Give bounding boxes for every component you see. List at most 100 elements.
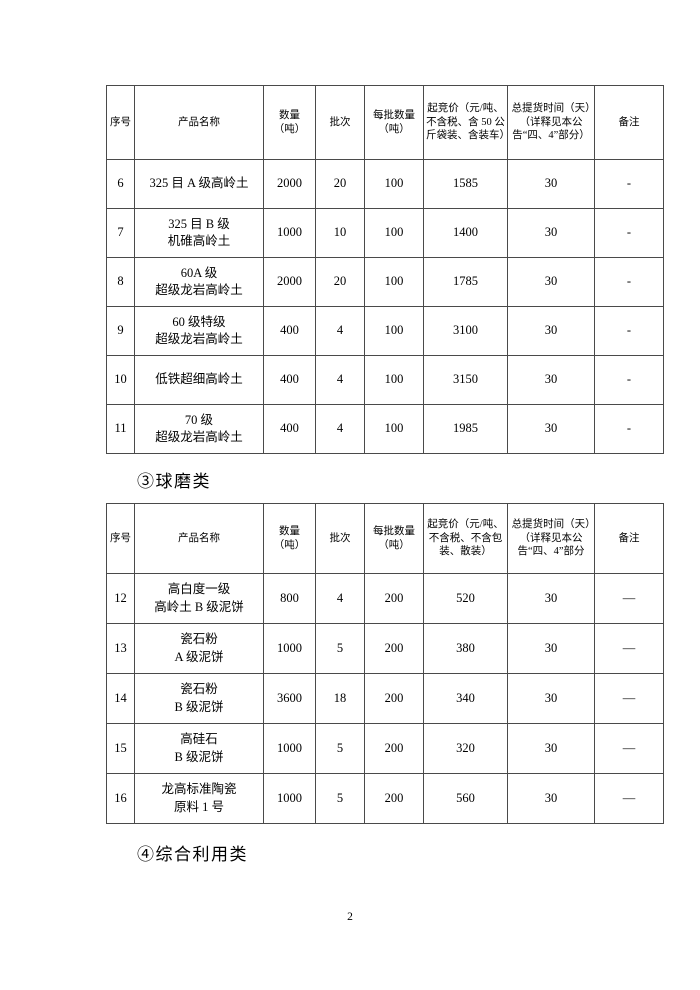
table2-header-remarks: 备注 bbox=[594, 503, 664, 574]
cell-pickup-time: 30 bbox=[507, 208, 595, 258]
cell-starting-price: 1985 bbox=[423, 404, 508, 454]
table1-header-pickup-time: 总提货时间（天）（详释见本公告“四、4”部分） bbox=[507, 85, 595, 160]
cell-batches: 5 bbox=[315, 773, 365, 824]
cell-pickup-time: 30 bbox=[507, 159, 595, 209]
cell-no: 6 bbox=[106, 159, 135, 209]
cell-quantity: 400 bbox=[263, 355, 316, 405]
table1-header-row: 序号 产品名称 数量（吨） 批次 每批数量（吨） 起竞价（元/吨、不含税、含 5… bbox=[106, 85, 664, 160]
table2-header-starting-price: 起竞价（元/吨、不含税、不含包装、散装） bbox=[423, 503, 508, 574]
cell-pickup-time: 30 bbox=[507, 723, 595, 774]
cell-pickup-time: 30 bbox=[507, 306, 595, 356]
kaolin-products-table: 序号 产品名称 数量（吨） 批次 每批数量（吨） 起竞价（元/吨、不含税、含 5… bbox=[106, 85, 664, 454]
table2-header-row: 序号 产品名称 数量（吨） 批次 每批数量（吨） 起竞价（元/吨、不含税、不含包… bbox=[106, 503, 664, 574]
cell-pickup-time: 30 bbox=[507, 355, 595, 405]
cell-batches: 20 bbox=[315, 159, 365, 209]
cell-quantity: 2000 bbox=[263, 159, 316, 209]
table-row: 9 60 级特级 超级龙岩高岭土 400 4 100 3100 30 - bbox=[106, 306, 664, 356]
cell-remarks: — bbox=[594, 623, 664, 674]
table-row: 6 325 目 A 级高岭土 2000 20 100 1585 30 - bbox=[106, 159, 664, 209]
cell-quantity: 1000 bbox=[263, 773, 316, 824]
cell-product-name: 70 级 超级龙岩高岭土 bbox=[134, 404, 264, 454]
cell-product-name: 高硅石 B 级泥饼 bbox=[134, 723, 264, 774]
cell-remarks: — bbox=[594, 723, 664, 774]
cell-quantity: 800 bbox=[263, 573, 316, 624]
cell-product-name: 60A 级 超级龙岩高岭土 bbox=[134, 257, 264, 307]
cell-remarks: - bbox=[594, 257, 664, 307]
cell-remarks: - bbox=[594, 159, 664, 209]
table2-header-quantity: 数量（吨） bbox=[263, 503, 316, 574]
cell-remarks: — bbox=[594, 573, 664, 624]
cell-batches: 5 bbox=[315, 723, 365, 774]
cell-quantity: 400 bbox=[263, 404, 316, 454]
cell-starting-price: 340 bbox=[423, 673, 508, 724]
cell-per-batch: 100 bbox=[364, 306, 424, 356]
cell-per-batch: 200 bbox=[364, 673, 424, 724]
page-number: 2 bbox=[347, 911, 353, 923]
table1-header-quantity: 数量（吨） bbox=[263, 85, 316, 160]
cell-pickup-time: 30 bbox=[507, 573, 595, 624]
table-row: 13 瓷石粉 A 级泥饼 1000 5 200 380 30 — bbox=[106, 623, 664, 674]
table-row: 8 60A 级 超级龙岩高岭土 2000 20 100 1785 30 - bbox=[106, 257, 664, 307]
cell-remarks: — bbox=[594, 773, 664, 824]
table-row: 10 低铁超细高岭土 400 4 100 3150 30 - bbox=[106, 355, 664, 405]
cell-product-name: 低铁超细高岭土 bbox=[134, 355, 264, 405]
table-row: 16 龙高标准陶瓷 原料 1 号 1000 5 200 560 30 — bbox=[106, 773, 664, 824]
table2-header-pickup-time: 总提货时间（天）（详释见本公告“四、4”部分 bbox=[507, 503, 595, 574]
cell-batches: 4 bbox=[315, 573, 365, 624]
table2-header-product-name: 产品名称 bbox=[134, 503, 264, 574]
table1-header-remarks: 备注 bbox=[594, 85, 664, 160]
cell-pickup-time: 30 bbox=[507, 257, 595, 307]
table1-header-product-name: 产品名称 bbox=[134, 85, 264, 160]
cell-no: 9 bbox=[106, 306, 135, 356]
cell-quantity: 1000 bbox=[263, 623, 316, 674]
cell-no: 12 bbox=[106, 573, 135, 624]
cell-batches: 18 bbox=[315, 673, 365, 724]
cell-remarks: — bbox=[594, 673, 664, 724]
table-row: 12 高白度一级 高岭土 B 级泥饼 800 4 200 520 30 — bbox=[106, 573, 664, 624]
cell-per-batch: 100 bbox=[364, 355, 424, 405]
cell-product-name: 龙高标准陶瓷 原料 1 号 bbox=[134, 773, 264, 824]
cell-per-batch: 100 bbox=[364, 404, 424, 454]
cell-starting-price: 1400 bbox=[423, 208, 508, 258]
cell-per-batch: 100 bbox=[364, 257, 424, 307]
cell-starting-price: 3150 bbox=[423, 355, 508, 405]
table-row: 7 325 目 B 级 机碓高岭土 1000 10 100 1400 30 - bbox=[106, 208, 664, 258]
cell-product-name: 325 目 A 级高岭土 bbox=[134, 159, 264, 209]
cell-per-batch: 100 bbox=[364, 159, 424, 209]
cell-no: 13 bbox=[106, 623, 135, 674]
cell-no: 11 bbox=[106, 404, 135, 454]
cell-per-batch: 200 bbox=[364, 773, 424, 824]
cell-quantity: 1000 bbox=[263, 208, 316, 258]
cell-batches: 5 bbox=[315, 623, 365, 674]
table1-header-no: 序号 bbox=[106, 85, 135, 160]
table1-header-batches: 批次 bbox=[315, 85, 365, 160]
cell-starting-price: 380 bbox=[423, 623, 508, 674]
cell-per-batch: 200 bbox=[364, 723, 424, 774]
cell-quantity: 400 bbox=[263, 306, 316, 356]
cell-no: 7 bbox=[106, 208, 135, 258]
cell-product-name: 瓷石粉 B 级泥饼 bbox=[134, 673, 264, 724]
cell-batches: 4 bbox=[315, 306, 365, 356]
ball-mill-products-table: 序号 产品名称 数量（吨） 批次 每批数量（吨） 起竞价（元/吨、不含税、不含包… bbox=[106, 503, 664, 824]
cell-pickup-time: 30 bbox=[507, 773, 595, 824]
cell-batches: 4 bbox=[315, 355, 365, 405]
cell-batches: 20 bbox=[315, 257, 365, 307]
table2-header-per-batch-quantity: 每批数量（吨） bbox=[364, 503, 424, 574]
cell-quantity: 2000 bbox=[263, 257, 316, 307]
cell-starting-price: 3100 bbox=[423, 306, 508, 356]
cell-no: 14 bbox=[106, 673, 135, 724]
cell-quantity: 3600 bbox=[263, 673, 316, 724]
cell-pickup-time: 30 bbox=[507, 404, 595, 454]
cell-product-name: 60 级特级 超级龙岩高岭土 bbox=[134, 306, 264, 356]
cell-remarks: - bbox=[594, 208, 664, 258]
table-row: 11 70 级 超级龙岩高岭土 400 4 100 1985 30 - bbox=[106, 404, 664, 454]
table1-header-starting-price: 起竞价（元/吨、不含税、含 50 公斤袋装、含装车） bbox=[423, 85, 508, 160]
cell-no: 10 bbox=[106, 355, 135, 405]
cell-batches: 4 bbox=[315, 404, 365, 454]
cell-product-name: 瓷石粉 A 级泥饼 bbox=[134, 623, 264, 674]
cell-per-batch: 100 bbox=[364, 208, 424, 258]
cell-product-name: 高白度一级 高岭土 B 级泥饼 bbox=[134, 573, 264, 624]
cell-starting-price: 320 bbox=[423, 723, 508, 774]
cell-starting-price: 560 bbox=[423, 773, 508, 824]
cell-product-name: 325 目 B 级 机碓高岭土 bbox=[134, 208, 264, 258]
